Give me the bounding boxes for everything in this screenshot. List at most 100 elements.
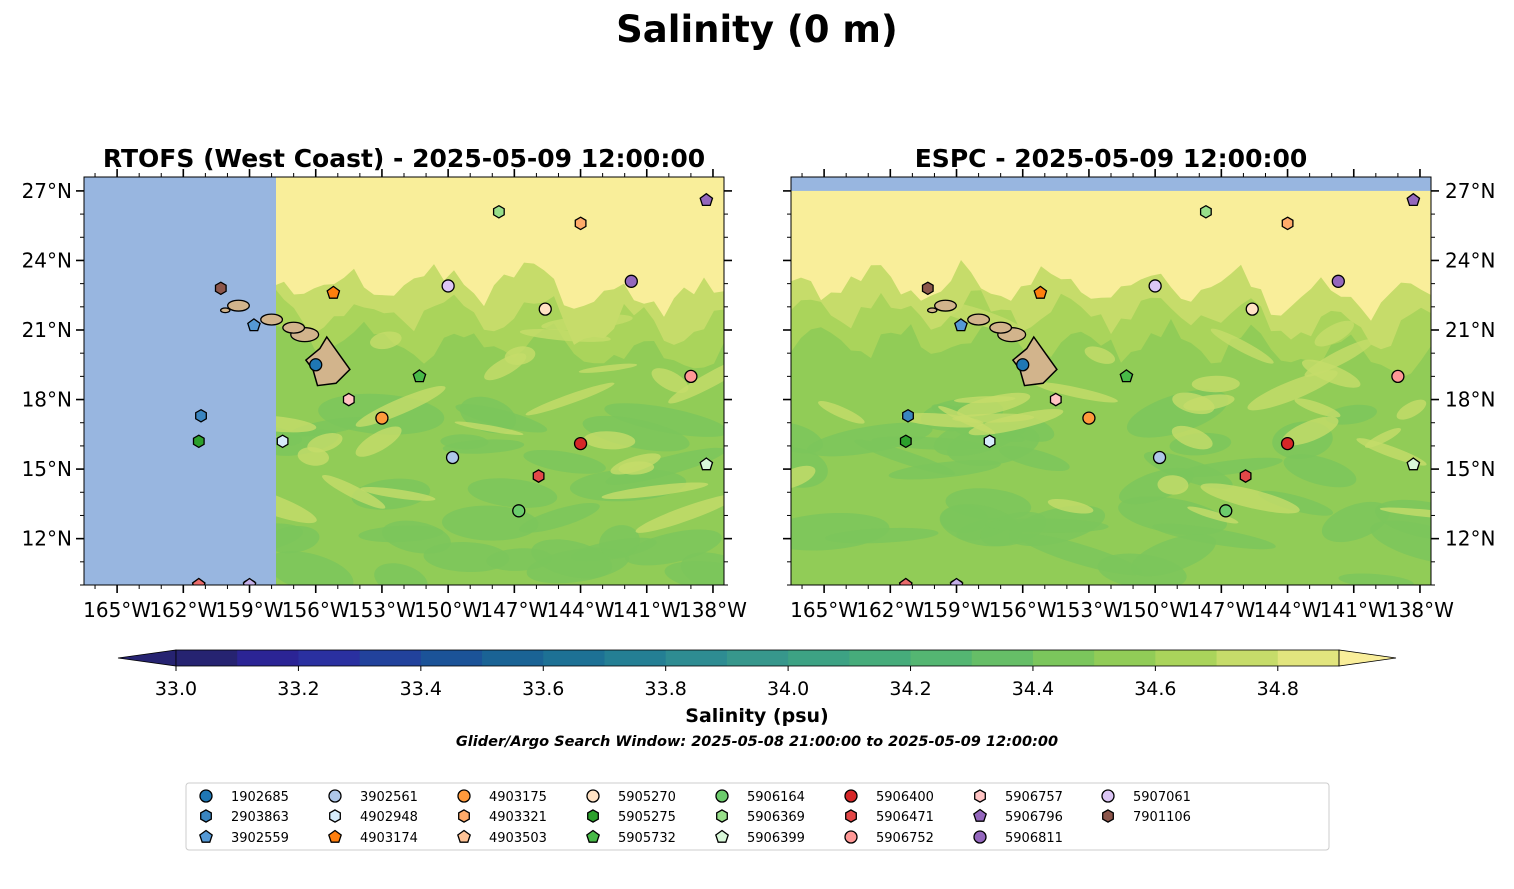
colorbar-segment xyxy=(1216,650,1279,666)
salinity-filament xyxy=(1187,506,1239,524)
float-marker-4902948 xyxy=(276,434,289,449)
salinity-eddy xyxy=(442,439,525,454)
y-tick-label: 24°N xyxy=(1445,248,1495,272)
x-tick-label: 141°W xyxy=(613,598,681,622)
x-tick-label: 162°W xyxy=(856,598,924,622)
salinity-filament xyxy=(1356,438,1427,466)
y-tick-label: 15°N xyxy=(1445,457,1495,481)
legend-marker-3902559 xyxy=(199,829,213,843)
salinity-filament xyxy=(360,486,436,501)
salinity-eddy xyxy=(467,478,558,508)
float-marker-5905275 xyxy=(192,434,205,449)
legend-label: 5906811 xyxy=(1005,831,1063,846)
colorbar-segment xyxy=(1277,650,1340,666)
legend-label: 5905275 xyxy=(618,810,676,825)
legend-label: 4903503 xyxy=(489,831,547,846)
float-marker-5905270 xyxy=(538,302,552,316)
y-tick-label: 18°N xyxy=(1445,388,1495,412)
salinity-eddy xyxy=(791,422,823,454)
salinity-eddy xyxy=(531,539,613,579)
map-panel-espc: ESPC - 2025-05-09 12:00:00 165°W162°W159°… xyxy=(783,144,1495,622)
x-tick-label: 153°W xyxy=(1055,598,1123,622)
colorbar-tick-label: 34.2 xyxy=(889,678,931,700)
salinity-eddy xyxy=(624,529,722,566)
salinity-filament xyxy=(1157,475,1189,495)
salinity-field xyxy=(791,177,1431,585)
legend-marker-2903863 xyxy=(200,809,212,823)
salinity-eddy xyxy=(289,417,370,437)
float-marker-7901106 xyxy=(214,281,227,296)
legend-label: 5905732 xyxy=(618,831,676,846)
legend-label: 5906399 xyxy=(747,831,805,846)
x-tick-label: 162°W xyxy=(149,598,217,622)
colorbar-segment xyxy=(604,650,667,666)
legend-label: 4902948 xyxy=(360,810,418,825)
legend-label: 3902559 xyxy=(231,831,289,846)
salinity-filament xyxy=(322,474,386,509)
salinity-filament xyxy=(1191,375,1240,393)
legend-marker-5906399 xyxy=(715,829,729,843)
float-marker-5905270 xyxy=(1245,302,1259,316)
x-tick-label: 159°W xyxy=(923,598,991,622)
salinity-band xyxy=(791,177,1431,321)
legend-label: 4903321 xyxy=(489,810,547,825)
float-marker-5906854 xyxy=(242,577,257,585)
legend-marker-7901106 xyxy=(1102,809,1114,823)
colorbar-segment xyxy=(971,650,1034,666)
x-tick-label: 156°W xyxy=(282,598,350,622)
x-tick-label: 138°W xyxy=(679,598,747,622)
salinity-filament xyxy=(601,482,709,500)
legend-marker-3902561 xyxy=(328,789,342,803)
legend-label: 5906369 xyxy=(747,810,805,825)
float-marker-5906564 xyxy=(191,577,206,585)
float-marker-4903175 xyxy=(375,411,389,425)
salinity-field xyxy=(84,177,724,585)
float-marker-5906757 xyxy=(342,392,355,407)
x-tick-label: 144°W xyxy=(1254,598,1322,622)
colorbar-tick-label: 34.0 xyxy=(767,678,809,700)
salinity-filament xyxy=(953,396,1016,404)
colorbar-tick-label: 33.0 xyxy=(155,678,197,700)
legend-label: 5906400 xyxy=(876,790,934,805)
salinity-eddy xyxy=(1130,534,1216,577)
float-marker-5906752 xyxy=(1391,369,1405,384)
salinity-eddy xyxy=(1370,520,1431,565)
salinity-filament xyxy=(1210,328,1274,364)
legend-marker-5906369 xyxy=(716,809,728,823)
float-marker-5907061 xyxy=(1148,279,1162,293)
colorbar-segment xyxy=(359,650,422,666)
y-tick-label: 15°N xyxy=(22,457,72,481)
legend-label: 5906471 xyxy=(876,810,934,825)
x-tick-label: 159°W xyxy=(216,598,284,622)
island xyxy=(282,321,306,334)
salinity-filament xyxy=(1084,346,1116,364)
island xyxy=(967,313,991,326)
colorbar-segment xyxy=(1094,650,1156,666)
x-tick-label: 153°W xyxy=(348,598,416,622)
salinity-filament xyxy=(525,382,615,416)
salinity-filament xyxy=(541,314,633,331)
salinity-filament xyxy=(635,494,724,533)
salinity-filament xyxy=(1247,370,1338,411)
float-marker-5906564 xyxy=(898,577,913,585)
colorbar-segment xyxy=(482,650,544,666)
colorbar-segment xyxy=(1032,650,1095,666)
island xyxy=(260,313,284,326)
float-marker-3902561 xyxy=(1152,450,1167,465)
colorbar-tick-label: 33.4 xyxy=(400,678,442,700)
legend-marker-5906164 xyxy=(715,789,729,803)
colorbar: 33.0 33.2 33.4 33.6 33.8 34.0 34.2 34.4 34.6 34.8… xyxy=(117,649,1397,750)
float-marker-5906796 xyxy=(699,192,714,207)
salinity-filament xyxy=(618,461,655,475)
panel-title: ESPC - 2025-05-09 12:00:00 xyxy=(915,144,1308,173)
salinity-filament xyxy=(578,363,638,373)
x-tick-label: 165°W xyxy=(790,598,858,622)
float-marker-5905732 xyxy=(1119,369,1134,383)
float-marker-5906471 xyxy=(1239,469,1252,483)
y-tick-label: 12°N xyxy=(1445,527,1495,551)
figure-title: Salinity (0 m) xyxy=(616,8,898,51)
salinity-eddy xyxy=(523,449,606,474)
map-panel-rtofs: RTOFS (West Coast) - 2025-05-09 12:00:00… xyxy=(22,144,748,622)
float-marker-5906400 xyxy=(1280,436,1295,451)
salinity-eddy xyxy=(888,460,1001,480)
